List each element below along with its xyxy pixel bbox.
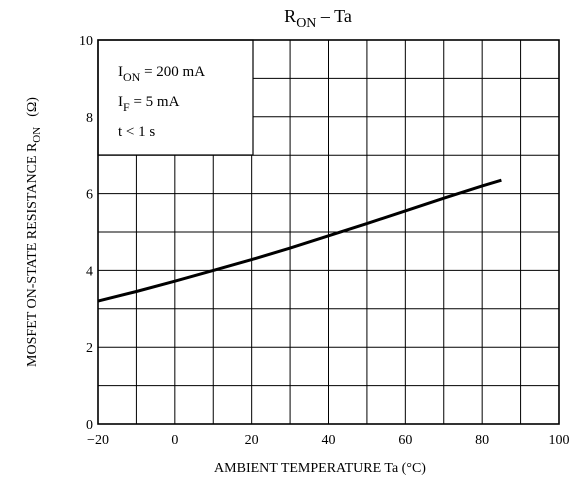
y-tick-label: 0	[86, 418, 93, 433]
x-tick-label: 80	[475, 433, 489, 448]
chart-title: RON – Ta	[284, 6, 352, 31]
x-axis-label: AMBIENT TEMPERATURE Ta (°C)	[214, 461, 426, 476]
condition-text: ION = 200 mA	[118, 64, 205, 84]
x-tick-label: −20	[87, 433, 109, 448]
y-tick-label: 4	[86, 264, 93, 279]
x-tick-labels: −20 0 20 40 60 80 100	[87, 433, 569, 448]
series-line	[97, 178, 502, 303]
y-tick-label: 10	[79, 34, 93, 49]
plot-frame	[97, 39, 560, 425]
y-tick-labels: 0 2 4 6 8 10	[79, 34, 93, 433]
y-tick-label: 2	[86, 341, 93, 356]
condition-text: t < 1 s	[118, 124, 155, 140]
x-tick-label: 100	[549, 433, 570, 448]
condition-text: IF = 5 mA	[118, 94, 180, 114]
y-tick-label: 8	[86, 111, 93, 126]
x-tick-label: 40	[322, 433, 336, 448]
y-axis-label: MOSFET ON-STATE RESISTANCE RON(Ω)	[25, 97, 43, 367]
x-tick-label: 60	[398, 433, 412, 448]
x-tick-label: 0	[171, 433, 178, 448]
conditions-box	[97, 39, 254, 156]
x-tick-label: 20	[245, 433, 259, 448]
y-tick-label: 6	[86, 188, 93, 203]
conditions: ION = 200 mA IF = 5 mA t < 1 s	[118, 64, 205, 140]
